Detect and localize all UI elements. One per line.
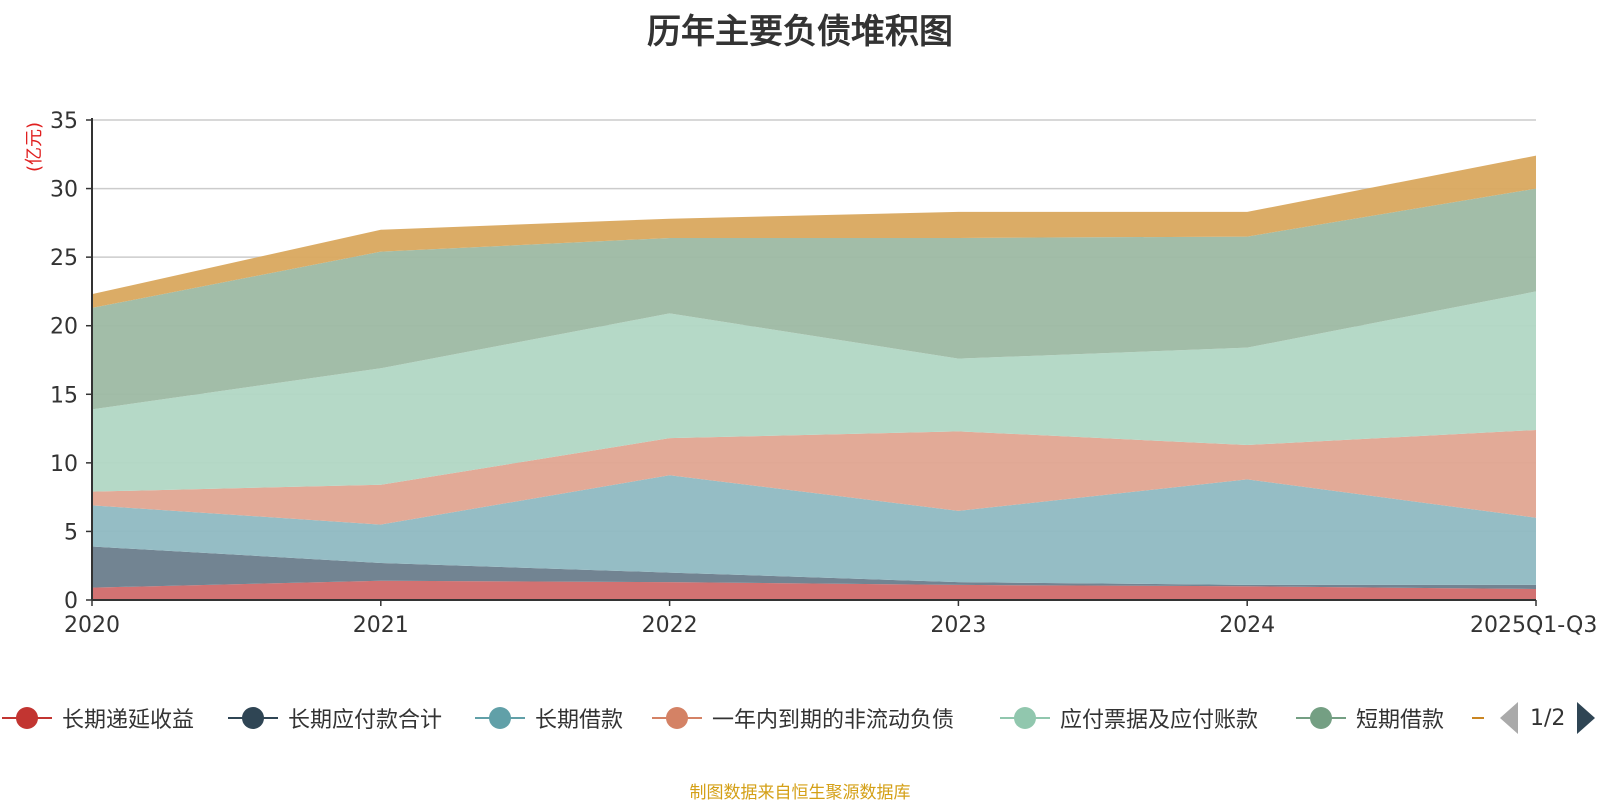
area-series-4: [92, 429, 1536, 525]
legend-marker-icon: [475, 700, 525, 736]
x-tick-label: 2023: [930, 613, 986, 638]
legend-marker-icon: [652, 700, 702, 736]
chart-title: 历年主要负债堆积图: [647, 12, 953, 52]
legend-item[interactable]: 应付票据及应付账款: [1000, 700, 1258, 736]
legend-marker-icon: [1472, 717, 1484, 719]
area-series-6: [92, 188, 1536, 410]
x-tick-label: 2025Q1-Q3: [1470, 613, 1597, 638]
legend-item[interactable]: 短期借款: [1296, 700, 1444, 736]
legend-label: 一年内到期的非流动负债: [712, 708, 955, 733]
legend-label: 应付票据及应付账款: [1060, 708, 1259, 733]
legend-marker-icon: [228, 700, 278, 736]
data-source-note: 制图数据来自恒生聚源数据库: [689, 783, 911, 803]
legend-prev-icon[interactable]: [1500, 702, 1518, 734]
legend-item[interactable]: 长期借款: [475, 700, 623, 736]
y-tick-label: 25: [50, 246, 78, 271]
x-tick-label: 2024: [1219, 613, 1275, 638]
legend-pager: 1/2: [1500, 700, 1596, 736]
legend-marker-icon: [1000, 700, 1050, 736]
area-series-2: [92, 546, 1536, 590]
y-tick-label: 35: [50, 109, 78, 134]
legend-label: 短期借款: [1356, 708, 1445, 733]
y-tick-label: 10: [50, 452, 78, 477]
y-tick-label: 20: [50, 315, 78, 340]
legend-item[interactable]: 长期递延收益: [2, 700, 194, 736]
x-tick-label: 2022: [642, 613, 698, 638]
legend-next-icon[interactable]: [1577, 702, 1596, 734]
y-tick-label: 5: [64, 520, 78, 545]
area-series-5: [92, 291, 1536, 492]
stacked-area-chart: 0 5 10 15 20 25 30 35 2020 2021 2022 2023 2024 2025Q1…: [50, 109, 1597, 638]
legend: 长期递延收益 长期应付款合计 长期借款 一年内到期的非流动负债 应付票据及应付账款 短期借…: [0, 700, 1600, 736]
legend-item[interactable]: 一年内到期的非流动负债: [652, 700, 954, 736]
y-tick-label: 30: [50, 178, 78, 203]
legend-label: 长期借款: [535, 708, 624, 733]
legend-item[interactable]: 长期应付款合计: [228, 700, 442, 736]
area-series-7: [92, 155, 1536, 308]
x-tick-label: 2020: [64, 613, 120, 638]
legend-label: 长期递延收益: [62, 708, 195, 733]
legend-marker-icon: [2, 700, 52, 736]
legend-marker-icon: [1296, 700, 1346, 736]
legend-label: 长期应付款合计: [288, 708, 443, 733]
legend-page-indicator: 1/2: [1530, 705, 1566, 731]
x-tick-label: 2021: [353, 613, 409, 638]
area-series-3: [92, 475, 1536, 585]
y-tick-label: 15: [50, 383, 78, 408]
area-series-1: [92, 580, 1536, 600]
y-tick-label: 0: [64, 589, 78, 614]
